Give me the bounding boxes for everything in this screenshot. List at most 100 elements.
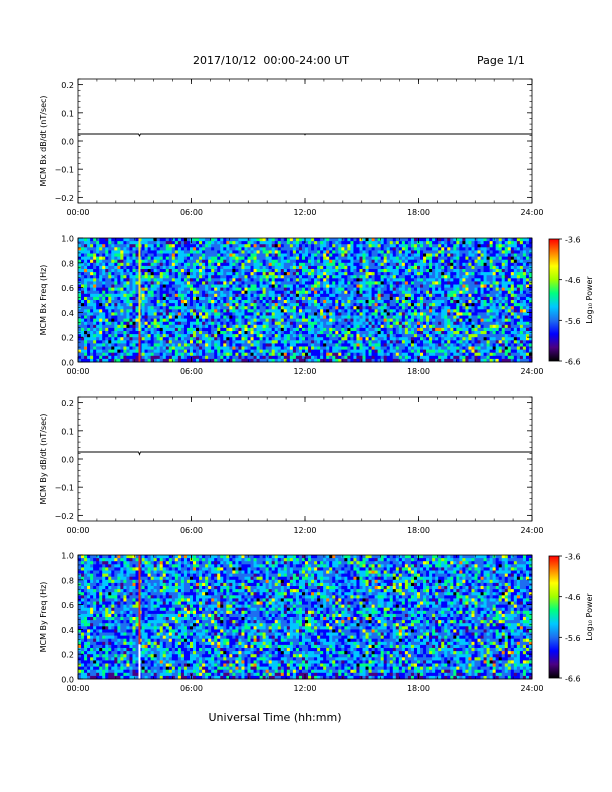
spectrogram-cell xyxy=(220,275,224,279)
spectrogram-cell xyxy=(320,281,324,285)
spectrogram-cell xyxy=(223,358,227,363)
spectrogram-cell xyxy=(371,334,376,338)
spectrogram-cell xyxy=(174,250,179,254)
spectrogram-cell xyxy=(102,340,106,344)
spectrogram-cell xyxy=(165,275,170,279)
spectrogram-cell xyxy=(105,296,109,301)
spectrogram-cell xyxy=(280,334,285,338)
spectrogram-cell xyxy=(392,269,397,273)
spectrogram-cell xyxy=(114,250,118,254)
spectrogram-cell xyxy=(374,269,379,273)
spectrogram-cell xyxy=(96,349,100,354)
spectrogram-cell xyxy=(441,290,445,295)
spectrogram-cell xyxy=(280,346,285,350)
spectrogram-cell xyxy=(214,284,218,288)
spectrogram-cell xyxy=(81,284,85,288)
spectrogram-cell xyxy=(171,321,176,326)
spectrogram-cell xyxy=(162,321,167,326)
spectrogram-cell xyxy=(235,312,239,316)
spectrogram-cell xyxy=(420,278,424,282)
spectrogram-cell xyxy=(78,244,82,248)
spectrogram-cell xyxy=(383,327,388,332)
spectrogram-cell xyxy=(174,337,179,341)
spectrogram-cell xyxy=(326,352,330,357)
spectrogram-cell xyxy=(350,241,354,245)
spectrogram-cell xyxy=(407,309,412,313)
spectrogram-cell xyxy=(438,241,442,245)
spectrogram-cell xyxy=(214,318,218,323)
spectrogram-cell xyxy=(250,306,254,310)
spectrogram-cell xyxy=(274,349,279,354)
spectrogram-cell xyxy=(183,309,188,313)
spectrogram-cell xyxy=(398,318,403,323)
spectrogram-cell xyxy=(250,253,254,257)
spectrogram-cell xyxy=(208,296,212,301)
spectrogram-cell xyxy=(356,293,360,298)
spectrogram-cell xyxy=(126,269,130,273)
spectrogram-cell xyxy=(438,352,442,357)
spectrogram-cell xyxy=(301,262,306,267)
spectrogram-cell xyxy=(262,275,267,279)
spectrogram-cell xyxy=(123,238,127,242)
spectrogram-cell xyxy=(102,324,106,329)
spectrogram-cell xyxy=(96,287,100,292)
spectrogram-cell xyxy=(432,337,436,341)
spectrogram-cell xyxy=(338,296,342,301)
spectrogram-cell xyxy=(289,343,294,347)
spectrogram-cell xyxy=(217,259,221,264)
spectrogram-cell xyxy=(156,281,161,285)
spectrogram-cell xyxy=(308,315,312,319)
spectrogram-cell xyxy=(386,262,391,267)
spectrogram-cell xyxy=(398,349,403,354)
spectrogram-cell xyxy=(395,250,400,254)
spectrogram-cell xyxy=(159,259,164,264)
spectrogram-cell xyxy=(141,300,145,304)
spectrogram-cell xyxy=(441,253,445,257)
spectrogram-cell xyxy=(441,250,445,254)
spectrogram-cell xyxy=(359,244,363,248)
spectrogram-cell xyxy=(186,241,191,245)
spectrogram-cell xyxy=(174,247,179,251)
spectrogram-cell xyxy=(271,278,276,282)
spectrogram-cell xyxy=(353,265,357,270)
spectrogram-cell xyxy=(359,262,363,267)
spectrogram-cell xyxy=(126,259,130,264)
spectrogram-cell xyxy=(262,250,267,254)
spectrogram-cell xyxy=(105,259,109,264)
spectrogram-cell xyxy=(217,262,221,267)
spectrogram-cell xyxy=(265,253,270,257)
spectrogram-cell xyxy=(353,253,357,257)
spectrogram-cell xyxy=(78,275,82,279)
spectrogram-cell xyxy=(311,331,315,335)
spectrogram-cell xyxy=(371,278,376,282)
spectrogram-cell xyxy=(165,321,170,326)
spectrogram-cell xyxy=(365,287,369,292)
spectrogram-cell xyxy=(401,349,406,354)
spectrogram-cell xyxy=(365,343,369,347)
spectrogram-cell xyxy=(277,244,282,248)
spectrogram-cell xyxy=(341,281,345,285)
spectrogram-cell xyxy=(183,337,188,341)
spectrogram-cell xyxy=(277,259,282,264)
spectrogram-cell xyxy=(87,358,91,363)
spectrogram-cell xyxy=(268,296,273,301)
spectrogram-cell xyxy=(344,337,348,341)
spectrogram-cell xyxy=(214,262,218,267)
spectrogram-cell xyxy=(141,296,145,301)
spectrogram-cell xyxy=(423,284,427,288)
spectrogram-cell xyxy=(423,269,427,273)
spectrogram-cell xyxy=(153,312,158,316)
spectrogram-cell xyxy=(247,293,251,298)
spectrogram-cell xyxy=(395,306,400,310)
spectrogram-cell xyxy=(338,337,342,341)
spectrogram-cell xyxy=(123,259,127,264)
spectrogram-cell xyxy=(444,284,448,288)
spectrogram-cell xyxy=(108,247,112,251)
spectrogram-cell xyxy=(389,315,394,319)
spectrogram-cell xyxy=(268,315,273,319)
spectrogram-cell xyxy=(323,296,327,301)
spectrogram-cell xyxy=(277,281,282,285)
spectrogram-cell xyxy=(117,269,121,273)
spectrogram-cell xyxy=(426,355,430,360)
spectrogram-cell xyxy=(211,312,215,316)
